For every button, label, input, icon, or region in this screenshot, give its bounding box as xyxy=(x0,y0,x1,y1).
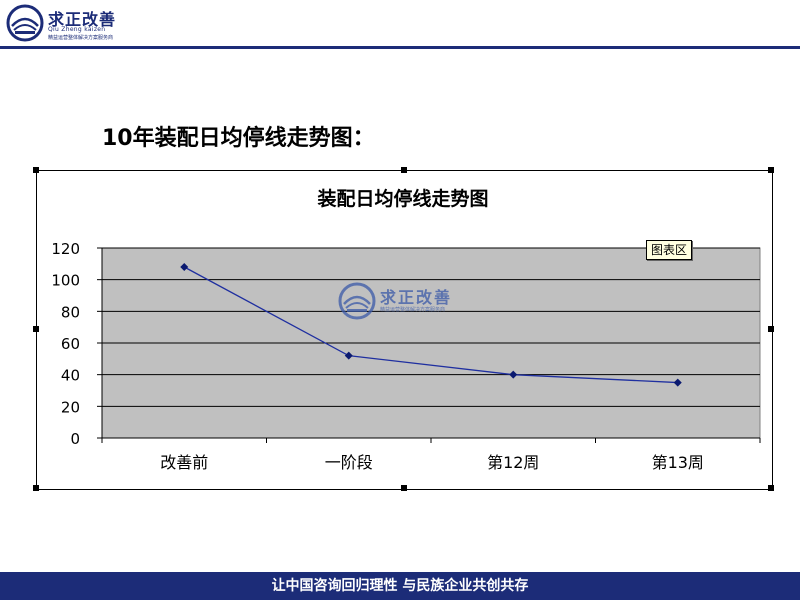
data-point xyxy=(180,263,189,271)
data-point xyxy=(673,378,682,387)
resize-handle-mr[interactable] xyxy=(768,326,774,332)
watermark-logo: 求正改善 精益运营整体解决方案服务商 xyxy=(338,282,478,322)
logo-subtitle: Qiu Zheng kaizen xyxy=(48,26,106,33)
resize-handle-tr[interactable] xyxy=(768,167,774,173)
chart-area-tooltip: 图表区 xyxy=(646,240,693,260)
y-tick-label: 100 xyxy=(51,272,80,290)
resize-handle-bm[interactable] xyxy=(401,485,407,491)
y-tick-label: 20 xyxy=(61,398,80,416)
header-divider xyxy=(0,46,800,49)
slide-header: 求正改善 Qiu Zheng kaizen 精益运营整体解决方案服务商 xyxy=(0,0,800,46)
y-tick-label: 60 xyxy=(61,335,80,353)
resize-handle-br[interactable] xyxy=(768,485,774,491)
logo-title: 求正改善 xyxy=(48,10,117,29)
resize-handle-ml[interactable] xyxy=(33,326,39,332)
watermark-tagline: 精益运营整体解决方案服务商 xyxy=(380,307,446,313)
series-line xyxy=(183,266,678,384)
data-point xyxy=(509,370,518,379)
y-tick-label: 120 xyxy=(51,240,80,258)
watermark-emblem-icon xyxy=(338,282,376,320)
x-tick-label: 一阶段 xyxy=(325,453,373,472)
logo-tagline: 精益运营整体解决方案服务商 xyxy=(48,35,114,41)
y-tick-label: 80 xyxy=(61,303,80,321)
watermark-title: 求正改善 xyxy=(380,288,453,307)
logo-emblem-icon xyxy=(6,4,44,42)
x-tick-label: 第12周 xyxy=(487,453,539,472)
data-point xyxy=(344,351,353,360)
page-title: 10年装配日均停线走势图： xyxy=(102,126,375,151)
resize-handle-tl[interactable] xyxy=(33,167,39,173)
x-tick-label: 第13周 xyxy=(652,453,704,472)
x-tick-label: 改善前 xyxy=(160,453,208,472)
y-tick-label: 0 xyxy=(70,430,80,448)
chart-title: 装配日均停线走势图 xyxy=(316,187,488,210)
company-logo: 求正改善 Qiu Zheng kaizen 精益运营整体解决方案服务商 xyxy=(6,4,136,44)
y-tick-label: 40 xyxy=(61,367,80,385)
footer-slogan: 让中国咨询回归理性 与民族企业共创共存 xyxy=(271,578,529,594)
slide-footer: 让中国咨询回归理性 与民族企业共创共存 xyxy=(0,572,800,600)
resize-handle-tm[interactable] xyxy=(401,167,407,173)
resize-handle-bl[interactable] xyxy=(33,485,39,491)
